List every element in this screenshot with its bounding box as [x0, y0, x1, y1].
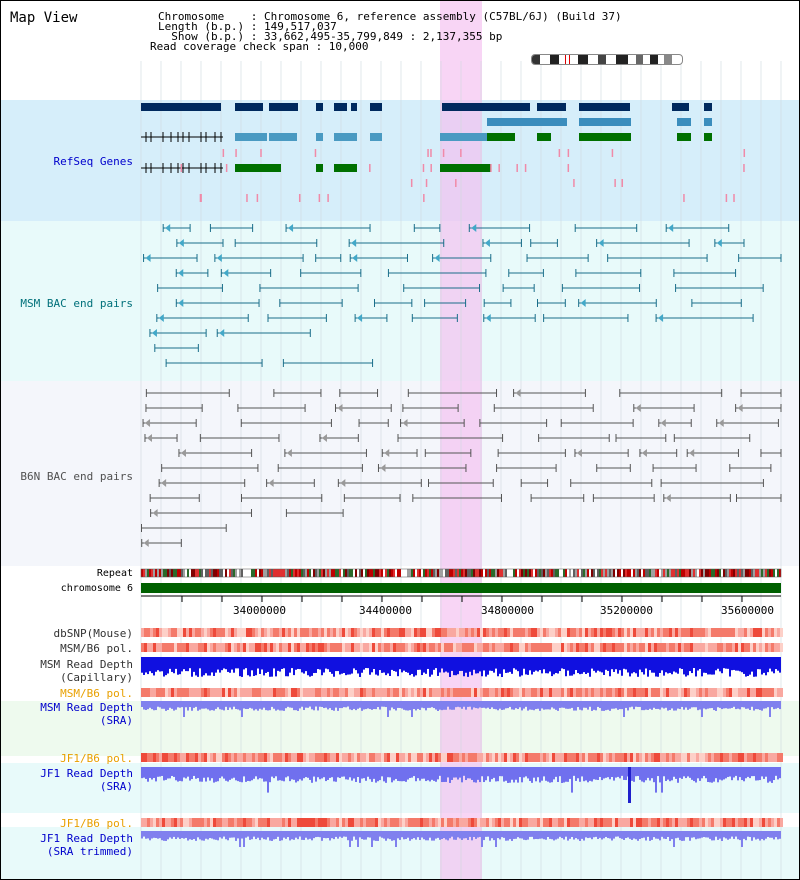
label-jf1-read-depth-trimmed[interactable]: JF1 Read Depth (SRA trimmed)	[40, 832, 133, 858]
label-msm-bac[interactable]: MSM BAC end pairs	[20, 297, 133, 310]
page-title: Map View	[10, 10, 78, 26]
label-repeat[interactable]: Repeat	[96, 568, 133, 579]
refseq-track-bg	[1, 100, 799, 221]
b6n-bac-track-bg	[1, 381, 799, 566]
label-jf1-read-depth[interactable]: JF1 Read Depth (SRA)	[40, 767, 133, 793]
info-length: Length (b.p.) : 149,517,037	[158, 20, 337, 33]
label-refseq-genes[interactable]: RefSeq Genes	[53, 155, 133, 168]
label-msm-read-depth-sra[interactable]: MSM Read Depth (SRA)	[40, 701, 133, 727]
label-jf1-b6-pol-trim[interactable]: JF1/B6 pol.	[60, 817, 133, 830]
label-msm-read-depth-capillary[interactable]: MSM Read Depth (Capillary)	[40, 658, 133, 684]
label-b6n-bac[interactable]: B6N BAC end pairs	[20, 470, 133, 483]
label-line-2: (SRA)	[99, 780, 133, 793]
axis-tick-label: 34400000	[359, 604, 412, 617]
label-chromosome[interactable]: chromosome 6	[60, 583, 133, 594]
info-coverage-span: Read coverage check span : 10,000	[150, 40, 369, 53]
axis-tick-label: 34800000	[481, 604, 534, 617]
label-dbsnp[interactable]: dbSNP(Mouse)	[53, 627, 133, 640]
msm-bac-track-bg	[1, 221, 799, 381]
label-line-1: JF1 Read Depth	[40, 767, 133, 780]
axis-tick-label: 34000000	[233, 604, 286, 617]
axis-tick-label: 35200000	[600, 604, 653, 617]
label-line-2: (Capillary)	[60, 671, 133, 684]
label-line-2: (SRA trimmed)	[46, 845, 133, 858]
axis-tick-label: 35600000	[721, 604, 774, 617]
info-show: Show (b.p.) : 33,662,495-35,799,849 : 2,…	[158, 30, 503, 43]
chromosome-ideogram[interactable]	[531, 54, 683, 65]
label-jf1-b6-pol[interactable]: JF1/B6 pol.	[60, 752, 133, 765]
label-line-2: (SRA)	[99, 714, 133, 727]
label-line-1: JF1 Read Depth	[40, 832, 133, 845]
info-chromosome: Chromosome : Chromosome 6, reference ass…	[158, 10, 622, 23]
label-line-1: MSM Read Depth	[40, 658, 133, 671]
label-line-1: MSM Read Depth	[40, 701, 133, 714]
label-msm-b6-pol[interactable]: MSM/B6 pol.	[60, 642, 133, 655]
label-msm-b6-pol-sra[interactable]: MSM/B6 pol.	[60, 687, 133, 700]
read-depth-bg-2	[1, 701, 799, 756]
